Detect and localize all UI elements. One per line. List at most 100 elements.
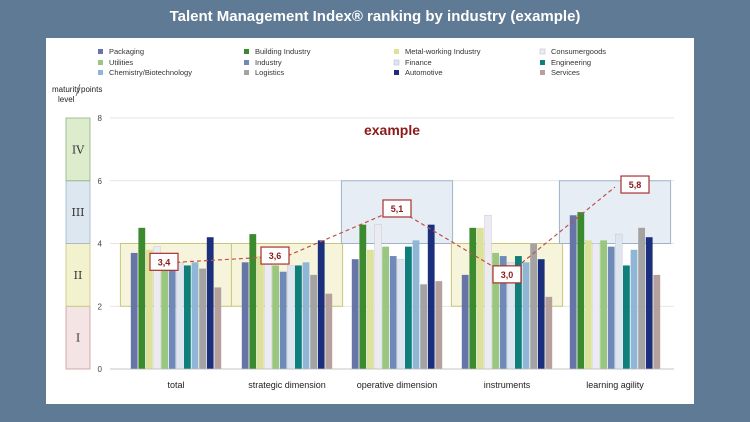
average-label: 5,1 [391, 204, 404, 214]
bar [130, 252, 138, 369]
bar-chart: Packaging Building Industry Metal-working … [52, 47, 674, 390]
bar [389, 256, 397, 369]
bar [359, 224, 367, 369]
bar [264, 258, 272, 370]
chart-annotation: example [364, 122, 420, 138]
legend-swatch [540, 70, 545, 75]
axis-title-divider [75, 83, 81, 97]
legend-label: Industry [255, 58, 282, 67]
bar [492, 252, 499, 369]
y-tick-label: 8 [98, 114, 103, 123]
maturity-level-box [65, 243, 91, 307]
bar [279, 271, 287, 369]
bar [168, 265, 176, 369]
maturity-level-box [65, 305, 91, 370]
bar [257, 256, 264, 369]
bar [295, 265, 302, 369]
bar [241, 262, 249, 369]
bar [325, 293, 333, 369]
bar [522, 262, 530, 369]
legend-swatch [98, 49, 103, 54]
bar [653, 274, 661, 369]
average-label-box [620, 175, 650, 194]
bar [382, 246, 389, 369]
bar [585, 240, 592, 369]
bar [623, 265, 630, 369]
bar [427, 224, 435, 369]
legend-label: Engineering [551, 58, 591, 67]
legend-label: Chemistry/Biotechnology [109, 68, 192, 77]
bar [569, 215, 577, 369]
level-axis-title: maturity [52, 85, 80, 94]
average-label-box [382, 199, 412, 218]
bar [405, 246, 412, 369]
bar [469, 227, 477, 369]
bar [607, 246, 615, 369]
average-label-box [149, 252, 179, 271]
bar [184, 265, 191, 369]
maturity-level-label: I [76, 332, 80, 345]
bar [146, 249, 153, 369]
bar [461, 274, 469, 369]
x-category-label: learning agility [586, 380, 644, 390]
average-label: 5,8 [629, 180, 642, 190]
y-tick-label: 4 [98, 240, 103, 249]
bar [477, 227, 484, 369]
legend-label: Finance [405, 58, 432, 67]
legend-swatch [98, 60, 103, 65]
bar [397, 258, 405, 370]
bar [176, 262, 184, 370]
y-tick-label: 2 [98, 302, 103, 311]
bar [287, 265, 295, 370]
bar [310, 274, 317, 369]
x-category-label: total [167, 380, 184, 390]
maturity-level-box [65, 117, 91, 182]
legend-swatch [394, 49, 399, 54]
bar [199, 268, 206, 369]
bar [367, 249, 374, 369]
legend-label: Logistics [255, 68, 284, 77]
bar [484, 215, 492, 370]
bar [374, 224, 382, 370]
bar [499, 256, 507, 369]
legend-swatch [98, 70, 103, 75]
bar [302, 262, 310, 369]
average-label-box [492, 265, 522, 284]
maturity-level-label: II [74, 269, 83, 282]
y-tick-label: 0 [98, 365, 103, 374]
bar [214, 287, 222, 369]
legend-swatch [540, 60, 545, 65]
bar [249, 234, 257, 369]
average-label: 3,6 [269, 251, 282, 261]
bar [615, 233, 623, 370]
bar [161, 259, 168, 369]
bar [191, 262, 199, 369]
slide-title: Talent Management Index® ranking by indu… [169, 8, 581, 25]
bar [592, 243, 600, 370]
chart-panel: Packaging Building Industry Metal-working … [46, 38, 694, 404]
bar [351, 259, 359, 369]
bar [537, 259, 545, 369]
bar [435, 281, 443, 369]
x-category-label: operative dimension [357, 380, 438, 390]
maturity-level-label: III [71, 206, 84, 219]
legend-label: Packaging [109, 47, 144, 56]
legend-swatch [244, 49, 249, 54]
bar [645, 237, 653, 369]
y-tick-label: 6 [98, 177, 103, 186]
level-axis-title: level [58, 95, 75, 104]
bar [545, 296, 553, 369]
legend-swatch [244, 70, 249, 75]
bar [577, 212, 585, 369]
bar [530, 243, 537, 369]
y-axis-title: points [81, 85, 102, 94]
legend-swatch [394, 70, 399, 75]
legend-label: Utilities [109, 58, 133, 67]
bar [272, 265, 279, 369]
legend-label: Consumergoods [551, 47, 606, 56]
bar [638, 227, 645, 369]
average-label-box [260, 246, 290, 265]
legend-label: Metal-working Industry [405, 47, 481, 56]
x-category-label: strategic dimension [248, 380, 326, 390]
legend-label: Building Industry [255, 47, 311, 56]
